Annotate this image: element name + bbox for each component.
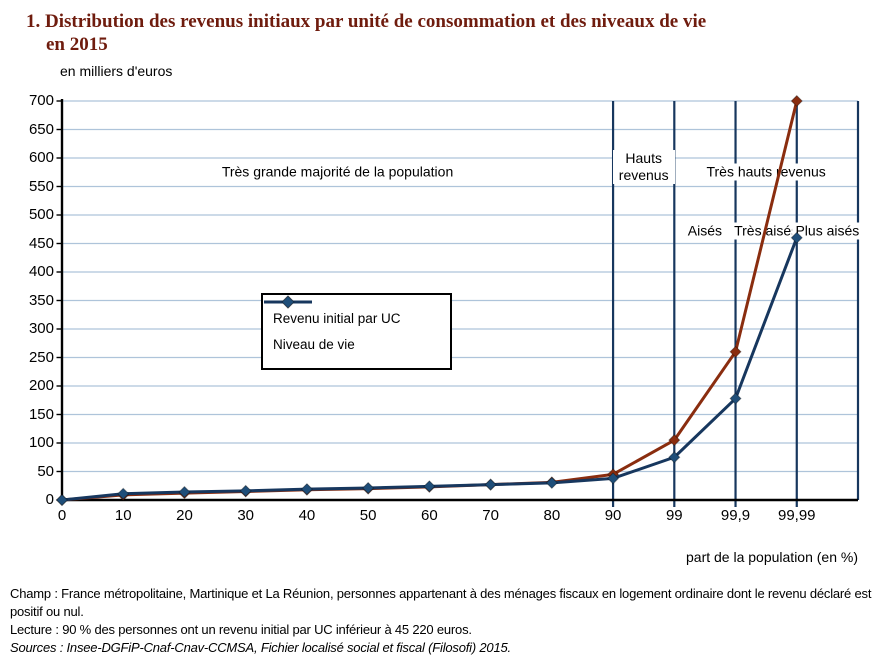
y-tick-150: 150 bbox=[28, 405, 54, 423]
x-tick-90: 90 bbox=[604, 507, 622, 524]
axes-and-series-layer bbox=[55, 94, 858, 507]
legend-marker-revenu-initial-icon bbox=[264, 295, 312, 309]
x-tick-80: 80 bbox=[543, 507, 561, 524]
legend-marker-niveau-de-vie-icon bbox=[264, 295, 312, 309]
x-tick-60: 60 bbox=[421, 507, 438, 524]
zone-label-4: Très aisés bbox=[731, 222, 802, 240]
y-axis-unit-label: en milliers d'euros bbox=[60, 63, 173, 79]
y-tick-100: 100 bbox=[28, 434, 54, 451]
x-tick-70: 70 bbox=[482, 507, 499, 524]
gridlines-layer bbox=[62, 100, 858, 473]
chart-title: 1. Distribution des revenus initiaux par… bbox=[26, 10, 706, 56]
footer-sources: Sources : Insee-DGFiP-Cnaf-Cnav-CCMSA, F… bbox=[10, 640, 511, 655]
plot-area: Très grande majorité de la population Hau… bbox=[28, 92, 863, 524]
footer-lecture: Lecture : 90 % des personnes ont un reve… bbox=[10, 622, 472, 637]
x-tick-30: 30 bbox=[237, 507, 255, 524]
chart-title-line2: en 2015 bbox=[46, 34, 108, 55]
y-tick-550: 550 bbox=[28, 177, 54, 195]
footer-champ: Champ : France métropolitaine, Martiniqu… bbox=[10, 586, 872, 619]
x-tick-99,9: 99,9 bbox=[720, 507, 751, 524]
y-tick-350: 350 bbox=[28, 291, 54, 309]
y-tick-50: 50 bbox=[37, 462, 54, 480]
legend-label-niveau-de-vie: Niveau de vie bbox=[273, 337, 355, 352]
y-tick-650: 650 bbox=[28, 120, 54, 138]
chart-title-line1: 1. Distribution des revenus initiaux par… bbox=[26, 11, 707, 32]
y-tick-300: 300 bbox=[28, 320, 54, 337]
x-tick-10: 10 bbox=[114, 507, 132, 524]
legend-label-revenu-initial: Revenu initial par UC bbox=[273, 311, 401, 326]
y-tick-450: 450 bbox=[28, 234, 54, 252]
zone-label-3: Aisés bbox=[684, 222, 726, 240]
x-tick-99,99: 99,99 bbox=[777, 507, 816, 524]
x-tick-40: 40 bbox=[298, 507, 316, 524]
legend: Revenu initial par UC Niveau de vie bbox=[261, 293, 452, 370]
x-axis-label: part de la population (en %) bbox=[686, 549, 858, 565]
y-tick-600: 600 bbox=[28, 149, 54, 166]
x-tick-20: 20 bbox=[176, 507, 193, 524]
zone-label-2: Très hauts revenus bbox=[703, 163, 829, 181]
zone-label-1: Hauts revenus bbox=[612, 150, 675, 184]
zone-separator-lines bbox=[611, 101, 860, 507]
y-tick-700: 700 bbox=[28, 92, 54, 109]
x-tick-99: 99 bbox=[665, 507, 683, 524]
legend-item-niveau-de-vie: Niveau de vie bbox=[264, 295, 450, 352]
footer-notes: Champ : France métropolitaine, Martiniqu… bbox=[10, 585, 884, 657]
zone-label-5: Plus aisés bbox=[792, 222, 863, 240]
legend-item-revenu-initial: Revenu initial par UC bbox=[264, 295, 450, 326]
x-tick-0: 0 bbox=[57, 507, 67, 524]
y-tick-400: 400 bbox=[28, 263, 54, 280]
zone-label-0: Très grande majorité de la population bbox=[218, 163, 457, 181]
y-tick-500: 500 bbox=[28, 206, 54, 223]
x-tick-50: 50 bbox=[359, 507, 377, 524]
y-tick-250: 250 bbox=[28, 348, 54, 366]
y-tick-0: 0 bbox=[45, 491, 54, 508]
y-tick-200: 200 bbox=[28, 377, 54, 394]
